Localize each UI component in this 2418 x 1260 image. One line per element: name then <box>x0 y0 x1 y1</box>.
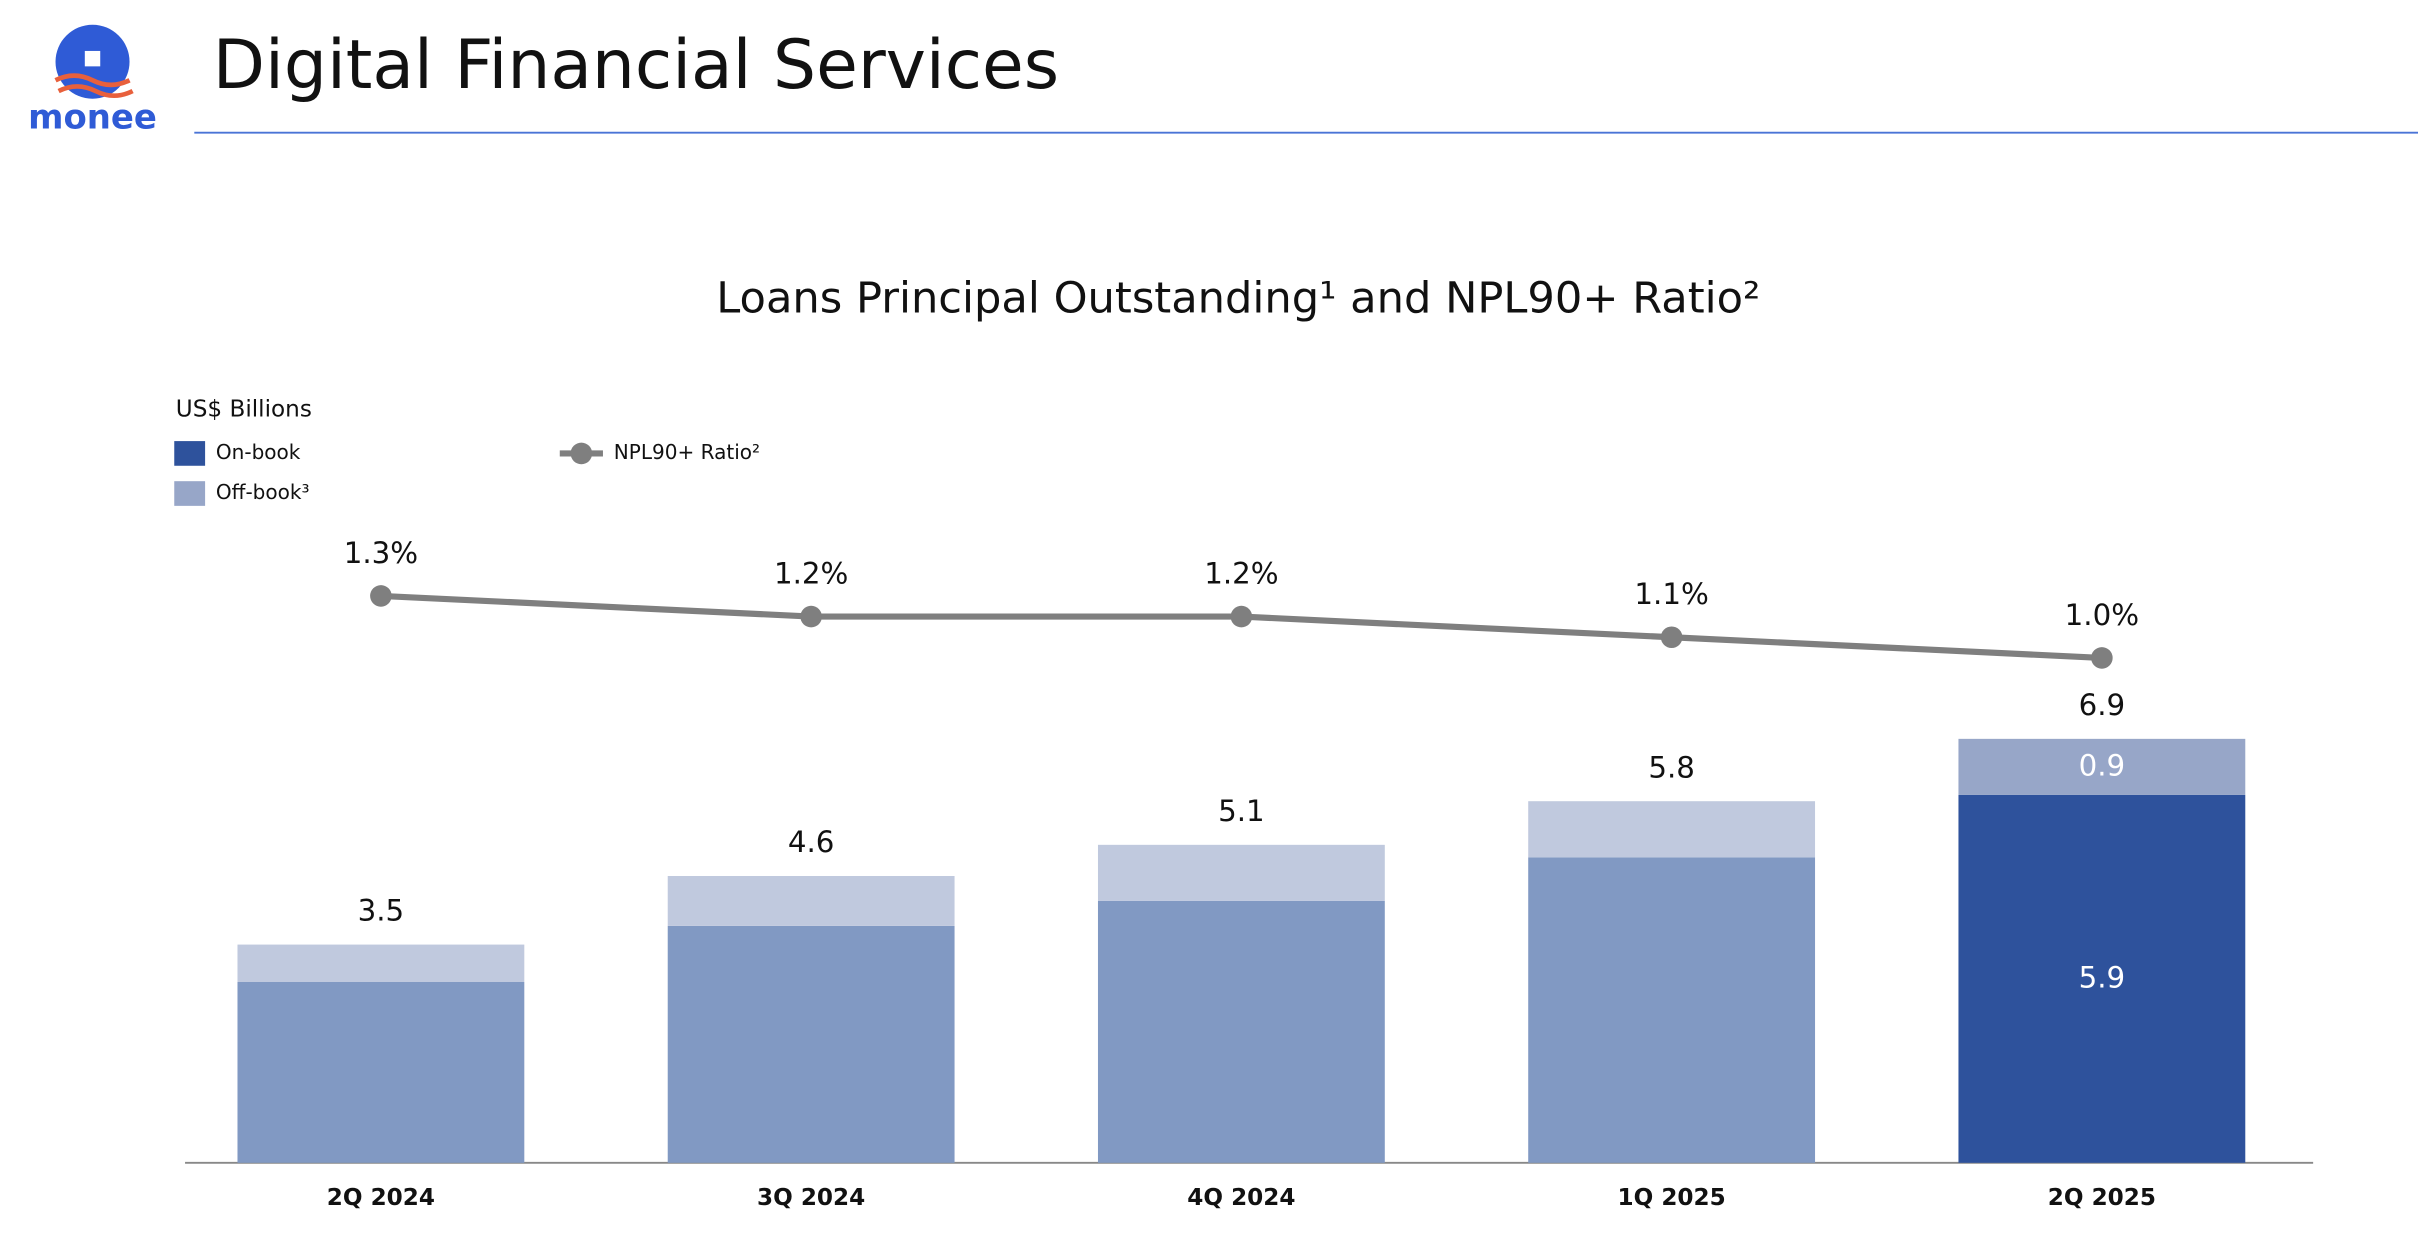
x-tick-label: 4Q 2024 <box>1187 1185 1295 1211</box>
legend-label: NPL90+ Ratio² <box>614 440 760 464</box>
bar-segment <box>1097 900 1385 1163</box>
line-label: 1.2% <box>774 556 848 590</box>
bar-segment <box>237 944 525 982</box>
line-label: 1.1% <box>1634 577 1708 611</box>
logo: monee <box>28 24 157 136</box>
segment-label: 0.9 <box>2079 748 2126 782</box>
x-tick-label: 2Q 2024 <box>327 1185 435 1211</box>
legend-label: Off-book³ <box>216 480 310 504</box>
total-label: 6.9 <box>2079 688 2126 722</box>
legend-point <box>570 442 593 465</box>
line-point <box>2091 647 2113 669</box>
legend-label: On-book <box>216 440 301 464</box>
bar-segment <box>1958 738 2246 795</box>
segment-label: 5.9 <box>2079 960 2126 994</box>
bar-segment <box>1958 794 2246 1163</box>
x-tick-label: 1Q 2025 <box>1618 1185 1726 1211</box>
total-label: 5.8 <box>1648 750 1695 784</box>
y-axis-label: US$ Billions <box>176 397 312 423</box>
bar-segment <box>667 876 955 926</box>
line-point <box>800 605 822 628</box>
line-point <box>1230 605 1253 628</box>
total-label: 4.6 <box>788 825 835 859</box>
chart-title: Loans Principal Outstanding¹ and NPL90+ … <box>716 273 1760 323</box>
line-point <box>1660 626 1683 649</box>
logo-waves <box>54 73 134 98</box>
total-label: 3.5 <box>358 894 405 928</box>
logo-square <box>84 50 101 67</box>
legend-swatch <box>174 481 206 506</box>
total-label: 5.1 <box>1218 794 1265 828</box>
bar-segment <box>1528 857 1816 1163</box>
line-point <box>370 585 392 607</box>
legend-swatch <box>174 441 206 466</box>
x-tick-label: 2Q 2025 <box>2048 1185 2156 1211</box>
logo-text: monee <box>28 97 157 136</box>
x-tick-label: 3Q 2024 <box>757 1185 865 1211</box>
page-title: Digital Financial Services <box>213 26 1059 105</box>
line-label: 1.0% <box>2065 598 2139 632</box>
bar-segment <box>667 925 955 1163</box>
bar-segment <box>237 981 525 1163</box>
line-label: 1.3% <box>344 536 418 570</box>
bar-segment <box>1097 844 1385 901</box>
line-label: 1.2% <box>1204 556 1278 590</box>
bar-segment <box>1528 801 1816 858</box>
